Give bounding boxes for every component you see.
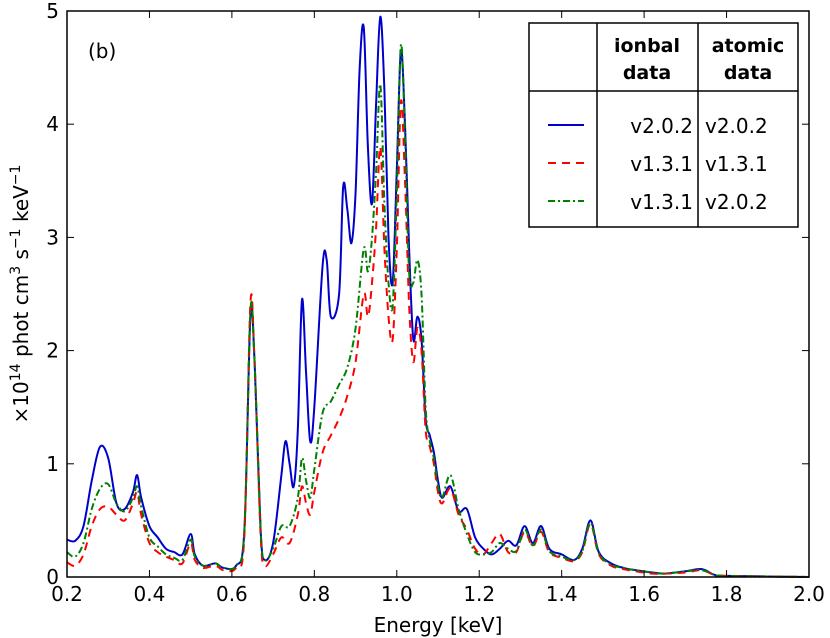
series-layer: [66, 15, 810, 578]
series-line-2: [66, 99, 810, 578]
x-tick-label: 1.2: [463, 582, 495, 606]
legend-row-2-ionbal: v1.3.1: [630, 152, 693, 176]
x-tick-label: 0.4: [134, 582, 166, 606]
y-axis-title: ×1014 phot cm3 s−1 keV−1: [8, 165, 33, 424]
x-tick-label: 2.0: [793, 582, 825, 606]
legend-row-1-atomic: v2.0.2: [705, 114, 768, 138]
y-axis-title-s: s: [9, 249, 33, 266]
panel-label: (b): [88, 39, 116, 63]
y-tick-label: 4: [46, 112, 59, 136]
y-axis-title-exponent: 14: [8, 363, 24, 381]
x-tick-label: 1.4: [546, 582, 578, 606]
x-tick-label: 0.2: [51, 582, 83, 606]
y-axis-title-kev: keV: [9, 185, 33, 229]
x-tick-label: 1.8: [711, 582, 743, 606]
y-tick-label: 3: [46, 225, 59, 249]
y-axis-title-s-exp: −1: [8, 228, 24, 249]
y-axis-title-prefix: ×10: [9, 381, 33, 423]
y-axis-title-unit: phot cm: [9, 275, 33, 364]
legend-row-2-atomic: v1.3.1: [705, 152, 768, 176]
y-tick-label: 0: [46, 565, 59, 589]
series-line-3: [66, 43, 810, 578]
legend-header-ionbal-line1: ionbal: [614, 35, 680, 57]
legend-header-ionbal-line2: data: [623, 62, 671, 84]
x-tick-label: 0.6: [216, 582, 248, 606]
x-axis-title: Energy [keV]: [374, 613, 503, 637]
y-axis-title-kev-exp: −1: [8, 165, 24, 186]
x-tick-label: 1.0: [381, 582, 413, 606]
legend-row-3-ionbal: v1.3.1: [630, 190, 693, 214]
x-tick-label: 0.8: [298, 582, 330, 606]
legend-header-atomic-line2: data: [724, 62, 772, 84]
plot-frame: [66, 10, 810, 578]
legend: ionbal data atomic data v2.0.2 v2.0.2 v1…: [528, 22, 799, 228]
legend-header-atomic-line1: atomic: [712, 35, 785, 57]
legend-row-1-ionbal: v2.0.2: [630, 114, 693, 138]
y-axis-title-cm-exp: 3: [8, 266, 24, 275]
ticks-layer: 0.2 0.4 0.6 0.8 1.0 1.2 1.4 1.6 1.8 2.0 0 1 2 3 4 5: [46, 0, 825, 606]
x-tick-label: 1.6: [628, 582, 660, 606]
y-tick-label: 2: [46, 339, 59, 363]
y-tick-label: 5: [46, 0, 59, 23]
legend-row-3-atomic: v2.0.2: [705, 190, 768, 214]
y-tick-label: 1: [46, 452, 59, 476]
